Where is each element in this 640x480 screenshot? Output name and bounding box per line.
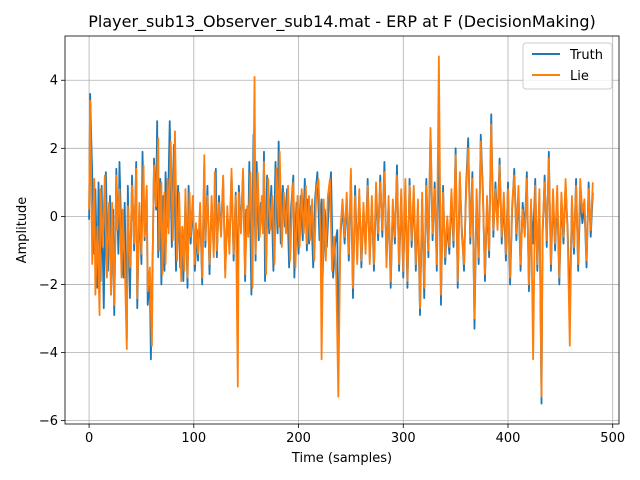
legend-label-lie: Lie: [570, 69, 589, 84]
x-axis-ticks: 0 100 200 300 400 500: [85, 424, 625, 446]
x-tick-label: 200: [286, 431, 311, 446]
y-tick-label: −4: [39, 346, 58, 361]
y-tick-label: −6: [39, 414, 58, 429]
series-lines: [88, 55, 594, 405]
series-line-lie: [88, 55, 594, 398]
x-tick-label: 100: [181, 431, 206, 446]
legend-label-truth: Truth: [569, 48, 603, 63]
y-axis-ticks: −6 −4 −2 0 2 4: [39, 74, 65, 429]
axes-frame: [64, 35, 620, 425]
x-tick-label: 300: [391, 431, 416, 446]
x-tick-label: 500: [600, 431, 625, 446]
x-tick-label: 400: [496, 431, 521, 446]
x-tick-label: 0: [85, 431, 93, 446]
y-tick-label: 4: [50, 74, 58, 89]
grid: [65, 36, 619, 424]
y-tick-label: −2: [39, 278, 58, 293]
chart-title: Player_sub13_Observer_sub14.mat - ERP at…: [88, 12, 596, 32]
y-tick-label: 0: [50, 210, 58, 225]
plot-area: 0 100 200 300 400 500 −6 −4 −2 0 2 4: [39, 35, 625, 446]
y-axis-label: Amplitude: [15, 197, 30, 264]
legend: Truth Lie: [522, 42, 613, 90]
y-tick-label: 2: [50, 142, 58, 157]
x-axis-label: Time (samples): [291, 451, 392, 466]
